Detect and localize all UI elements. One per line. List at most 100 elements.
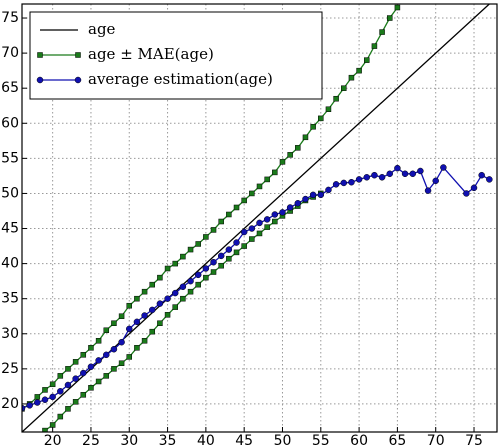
- marker: [470, 184, 478, 192]
- marker: [356, 67, 362, 74]
- legend-label: average estimation(age): [88, 70, 273, 88]
- marker: [286, 204, 294, 211]
- marker: [157, 320, 163, 326]
- marker: [217, 252, 225, 260]
- x-tick-label: 65: [388, 433, 406, 448]
- marker: [348, 74, 355, 81]
- marker: [340, 179, 348, 187]
- marker: [149, 281, 155, 288]
- marker: [164, 265, 171, 272]
- marker: [264, 224, 270, 230]
- marker: [226, 255, 232, 262]
- marker: [210, 227, 217, 233]
- marker: [187, 246, 194, 253]
- marker: [363, 174, 371, 181]
- x-tick-label: 30: [120, 433, 138, 448]
- marker: [203, 234, 209, 240]
- marker: [187, 277, 194, 285]
- marker: [309, 191, 317, 199]
- marker: [463, 190, 470, 197]
- marker: [95, 378, 102, 385]
- marker: [272, 218, 278, 225]
- marker: [294, 200, 302, 207]
- marker: [210, 269, 217, 275]
- marker: [42, 387, 48, 393]
- legend-label: age: [88, 20, 116, 38]
- marker: [194, 271, 202, 279]
- marker: [103, 373, 110, 379]
- marker: [126, 325, 133, 333]
- marker: [74, 76, 82, 84]
- y-tick-label: 20: [1, 396, 19, 412]
- marker: [34, 394, 41, 400]
- marker: [195, 281, 201, 288]
- marker: [103, 351, 110, 359]
- marker: [249, 190, 255, 197]
- series-line: [22, 166, 490, 409]
- marker: [271, 211, 279, 218]
- marker: [440, 164, 447, 171]
- marker: [409, 170, 416, 178]
- marker: [36, 76, 44, 84]
- marker: [72, 399, 79, 405]
- marker: [111, 366, 117, 372]
- y-tick-label: 40: [1, 256, 19, 272]
- marker: [279, 209, 286, 216]
- marker: [333, 95, 339, 102]
- marker: [172, 260, 178, 267]
- marker: [37, 52, 43, 58]
- marker: [318, 115, 324, 122]
- marker: [65, 406, 71, 412]
- marker: [226, 211, 232, 218]
- y-tick-label: 60: [1, 115, 19, 131]
- marker: [133, 318, 141, 326]
- marker: [134, 345, 140, 351]
- y-tick-label: 75: [1, 10, 19, 26]
- marker: [264, 176, 270, 183]
- marker: [118, 360, 125, 366]
- marker: [317, 191, 325, 199]
- marker: [394, 164, 401, 172]
- marker: [72, 359, 79, 365]
- marker: [379, 29, 385, 35]
- x-tick-label: 40: [197, 433, 215, 448]
- marker: [203, 274, 209, 281]
- marker: [49, 393, 56, 401]
- x-tick-label: 75: [465, 433, 483, 448]
- marker: [80, 369, 87, 377]
- marker: [302, 134, 309, 141]
- marker: [141, 288, 148, 295]
- marker: [218, 218, 224, 225]
- legend-label: age ± MAE(age): [88, 45, 214, 63]
- marker: [126, 354, 133, 360]
- marker: [279, 159, 286, 165]
- marker: [180, 253, 186, 260]
- y-tick-label: 70: [1, 45, 19, 61]
- marker: [126, 302, 133, 309]
- x-tick-label: 50: [274, 433, 292, 448]
- marker: [80, 352, 87, 358]
- marker: [394, 4, 401, 11]
- marker: [157, 274, 163, 281]
- marker: [355, 176, 363, 183]
- marker: [75, 52, 81, 58]
- marker: [256, 183, 263, 190]
- marker: [432, 177, 439, 185]
- marker: [80, 392, 87, 398]
- marker: [22, 404, 26, 412]
- marker: [486, 176, 493, 183]
- marker: [156, 300, 164, 307]
- y-tick-label: 35: [1, 291, 19, 307]
- y-tick-label: 65: [1, 80, 19, 96]
- marker: [424, 187, 432, 194]
- x-tick-label: 25: [82, 433, 100, 448]
- y-tick-label: 55: [1, 150, 19, 166]
- marker: [172, 304, 178, 310]
- marker: [118, 338, 125, 346]
- marker: [141, 338, 148, 344]
- marker: [180, 295, 186, 302]
- marker: [478, 171, 485, 179]
- marker: [179, 283, 187, 291]
- marker: [241, 197, 247, 204]
- marker: [187, 288, 194, 295]
